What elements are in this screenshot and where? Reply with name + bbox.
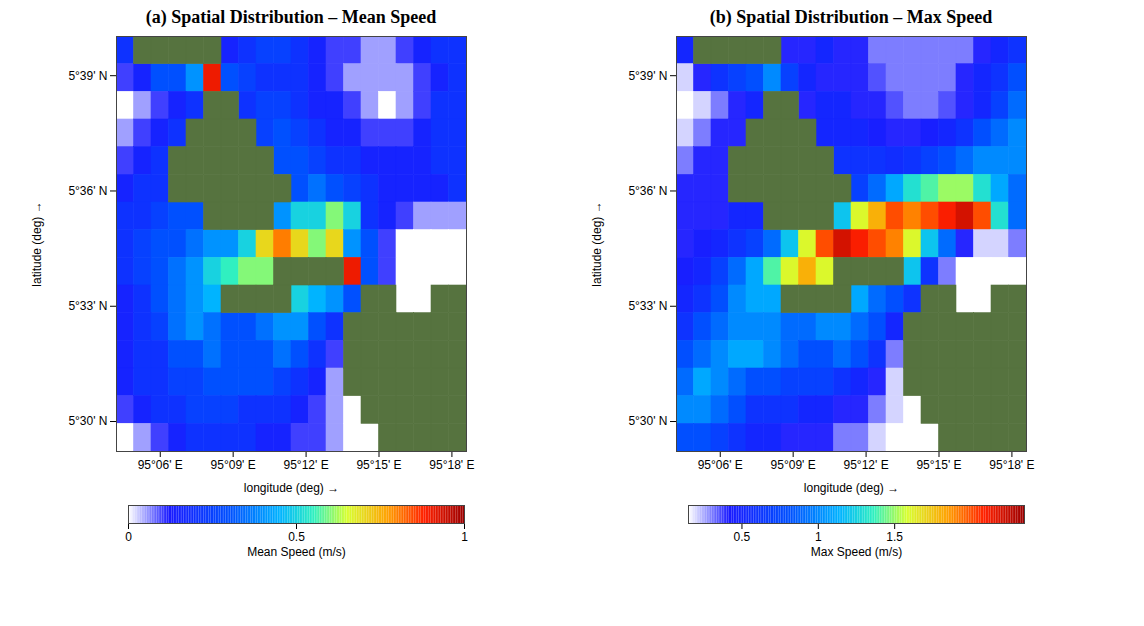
svg-text:95°09' E: 95°09' E (211, 458, 256, 472)
svg-text:5°36' N: 5°36' N (628, 184, 667, 198)
svg-text:5°30' N: 5°30' N (68, 414, 107, 428)
svg-text:95°15' E: 95°15' E (916, 458, 961, 472)
svg-text:5°33' N: 5°33' N (628, 299, 667, 313)
svg-text:5°36' N: 5°36' N (68, 184, 107, 198)
svg-text:5°39' N: 5°39' N (628, 69, 667, 83)
svg-text:longitude (deg) →: longitude (deg) → (244, 481, 339, 495)
svg-text:5°39' N: 5°39' N (68, 69, 107, 83)
svg-text:5°33' N: 5°33' N (68, 299, 107, 313)
svg-text:Mean Speed (m/s): Mean Speed (m/s) (247, 545, 346, 559)
svg-text:95°18' E: 95°18' E (429, 458, 474, 472)
svg-text:95°06' E: 95°06' E (138, 458, 183, 472)
svg-text:1: 1 (815, 530, 822, 544)
svg-text:Max Speed (m/s): Max Speed (m/s) (811, 545, 902, 559)
svg-text:latitude (deg) →: latitude (deg) → (590, 201, 604, 286)
html-text:(a) Spatial Distribution – Mea: (a) Spatial Distribution – Mean Speed (145, 7, 437, 27)
svg-text:1.5: 1.5 (886, 530, 903, 544)
svg-text:0: 0 (125, 530, 132, 544)
svg-text:95°15' E: 95°15' E (356, 458, 401, 472)
html-text:(b) Spatial Distribution – Max: (b) Spatial Distribution – Max Speed (709, 7, 993, 27)
svg-text:5°30' N: 5°30' N (628, 414, 667, 428)
svg-text:latitude (deg) →: latitude (deg) → (30, 201, 44, 286)
svg-text:95°12' E: 95°12' E (284, 458, 329, 472)
svg-text:95°18' E: 95°18' E (989, 458, 1034, 472)
svg-text:95°06' E: 95°06' E (698, 458, 743, 472)
svg-text:95°09' E: 95°09' E (771, 458, 816, 472)
svg-text:0.5: 0.5 (288, 530, 305, 544)
svg-text:longitude (deg) →: longitude (deg) → (804, 481, 899, 495)
svg-text:1: 1 (461, 530, 468, 544)
svg-text:0.5: 0.5 (734, 530, 751, 544)
svg-text:95°12' E: 95°12' E (844, 458, 889, 472)
